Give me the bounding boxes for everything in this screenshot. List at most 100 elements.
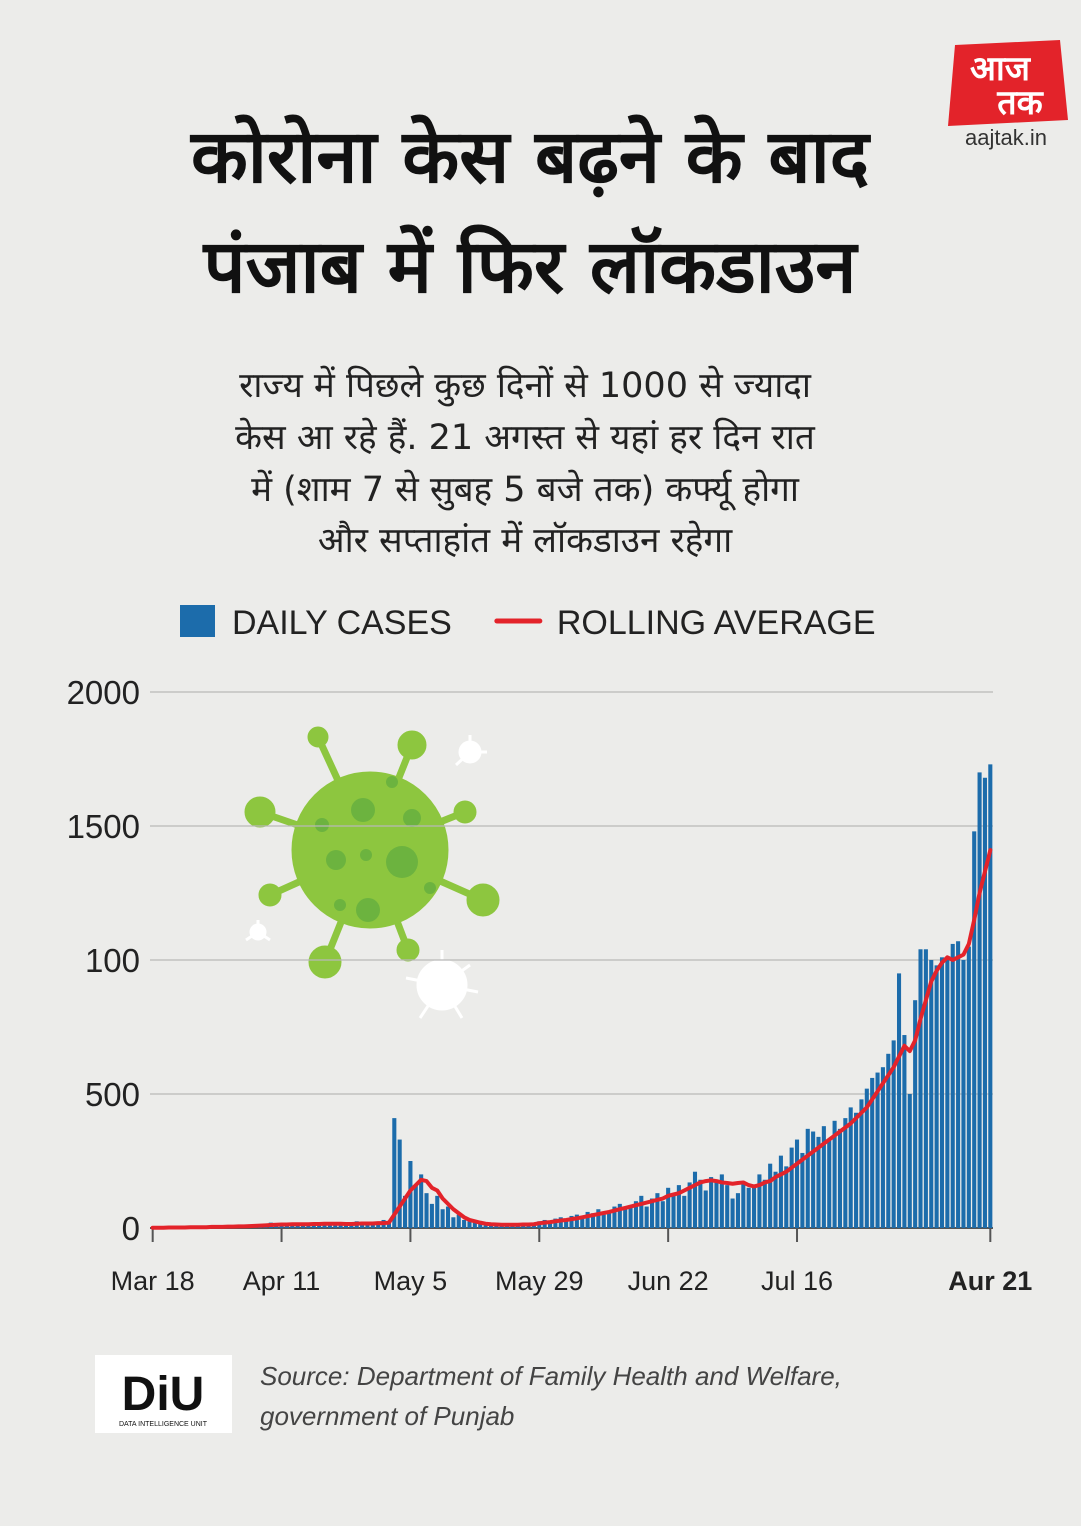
x-tick-label: Jun 22	[628, 1266, 709, 1296]
bar	[875, 1072, 880, 1228]
bar	[376, 1222, 381, 1228]
bar	[408, 1161, 413, 1228]
bar	[950, 943, 955, 1228]
bar	[639, 1195, 644, 1228]
logo-top: आज	[970, 49, 1032, 89]
bar	[784, 1166, 789, 1228]
chart: 0 500 100 1500 2000 DAILY CASES ROLLING AVERAG…	[67, 604, 1033, 1296]
bar	[327, 1223, 332, 1228]
bar	[687, 1182, 692, 1228]
title-line: पंजाब में फिर लॉकडाउन	[202, 224, 860, 310]
bar	[891, 1040, 896, 1228]
bar	[805, 1128, 810, 1228]
bar	[854, 1112, 859, 1228]
bar	[413, 1185, 418, 1228]
bar	[794, 1139, 800, 1228]
bar	[467, 1221, 472, 1228]
bar	[488, 1224, 493, 1228]
bar	[617, 1203, 622, 1228]
bar	[896, 973, 902, 1228]
bar	[730, 1198, 735, 1228]
bar	[848, 1107, 853, 1228]
bar	[644, 1206, 649, 1228]
x-tick-label: May 29	[495, 1266, 584, 1296]
bar	[569, 1215, 574, 1228]
bar	[870, 1077, 875, 1228]
bar	[939, 957, 945, 1228]
rolling-line	[150, 848, 993, 1230]
bar	[800, 1152, 805, 1228]
x-tick-label: Jul 16	[761, 1266, 833, 1296]
logo-badge	[948, 40, 1068, 126]
bar	[816, 1136, 821, 1228]
logo: आज तक aajtak.in	[948, 40, 1068, 150]
bar	[499, 1225, 504, 1228]
bar	[880, 1067, 885, 1228]
bar	[671, 1193, 676, 1228]
diu-logo: DiU DATA INTELLIGENCE UNIT	[95, 1355, 232, 1433]
bar	[580, 1217, 585, 1228]
bar	[284, 1225, 289, 1228]
bar	[558, 1217, 563, 1228]
bar	[360, 1223, 365, 1228]
x-tick-label: Aur 21	[948, 1266, 1032, 1296]
bar	[773, 1171, 778, 1228]
bar	[612, 1206, 617, 1228]
bar	[494, 1225, 499, 1228]
bar	[660, 1201, 665, 1228]
diu-box	[95, 1355, 232, 1433]
bar	[977, 772, 982, 1228]
source-line: Source: Department of Family Health and …	[260, 1361, 842, 1391]
bar	[311, 1224, 316, 1228]
bar	[445, 1206, 451, 1228]
bar	[682, 1195, 687, 1228]
bar	[601, 1214, 606, 1228]
bar	[735, 1193, 740, 1228]
bar	[918, 949, 923, 1228]
bar	[827, 1139, 832, 1228]
bar	[859, 1099, 864, 1228]
subtitle-line: में (शाम 7 से सुबह 5 बजे तक) कर्फ्यू होग…	[251, 469, 800, 511]
bar	[741, 1182, 746, 1228]
bar	[923, 949, 928, 1228]
bar	[343, 1225, 349, 1228]
y-tick-label: 2000	[67, 674, 140, 711]
y-tick-label: 1500	[67, 808, 140, 845]
bar	[864, 1088, 869, 1228]
logo-site: aajtak.in	[965, 125, 1047, 150]
bar	[945, 960, 950, 1228]
legend-label: ROLLING AVERAGE	[557, 604, 876, 642]
bar	[692, 1171, 698, 1228]
bar	[746, 1187, 751, 1228]
bar	[403, 1195, 408, 1228]
bar	[934, 965, 939, 1228]
bar	[762, 1179, 767, 1228]
bar	[972, 831, 977, 1228]
y-tick-label: 500	[85, 1076, 140, 1113]
bar	[306, 1225, 311, 1228]
bar	[703, 1190, 708, 1228]
bar	[623, 1209, 628, 1228]
bar	[961, 960, 966, 1228]
bar	[419, 1174, 424, 1228]
title-line: कोरोना केस बढ़ने के बाद	[189, 114, 872, 200]
bar	[752, 1185, 757, 1228]
diu-full: DATA INTELLIGENCE UNIT	[119, 1421, 208, 1428]
bar	[719, 1174, 724, 1228]
bar	[392, 1118, 397, 1228]
bar	[472, 1222, 477, 1228]
bar	[574, 1214, 579, 1228]
bar	[811, 1131, 816, 1228]
bar	[370, 1224, 375, 1228]
legend: DAILY CASES ROLLING AVERAGE	[180, 604, 876, 642]
bar	[886, 1053, 891, 1228]
bar	[424, 1193, 429, 1228]
logo-bottom: तक	[996, 83, 1044, 123]
subtitle-line: और सप्ताहांत में लॉकडाउन रहेगा	[318, 520, 733, 561]
bar	[676, 1185, 681, 1228]
bar	[757, 1174, 762, 1228]
bar	[655, 1193, 660, 1228]
bar	[789, 1147, 794, 1228]
